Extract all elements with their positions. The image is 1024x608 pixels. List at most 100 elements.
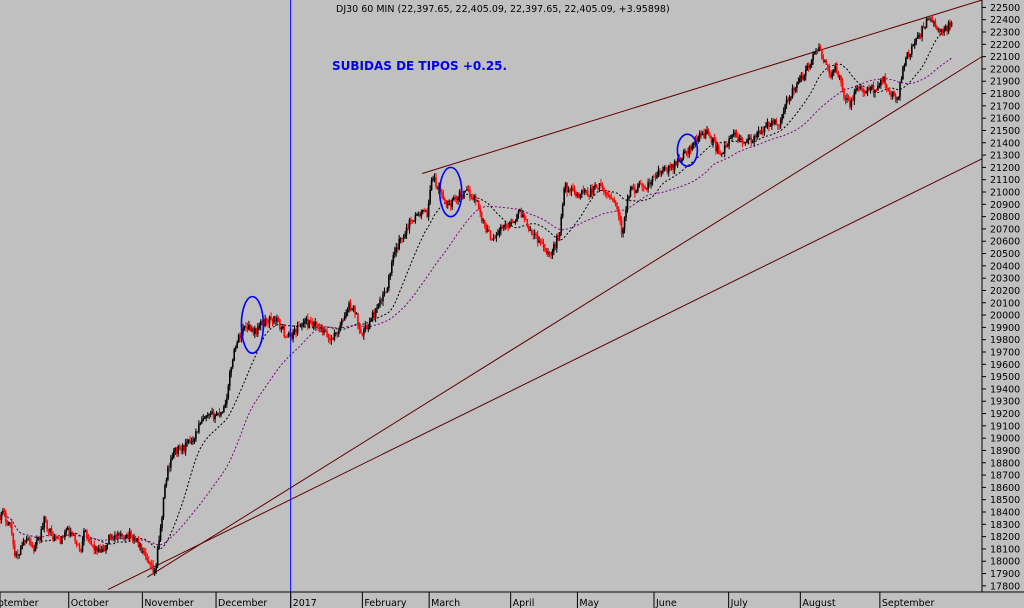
candle-body (311, 321, 314, 326)
candle-body (128, 531, 131, 539)
candle-body (430, 179, 433, 190)
candle-body (529, 229, 532, 231)
candle-body (199, 423, 202, 425)
candle-body (859, 86, 862, 89)
candle-body (190, 441, 193, 443)
candle-body (662, 170, 664, 173)
candle-body (142, 551, 144, 553)
candle-body (526, 219, 529, 227)
candle-body (771, 120, 773, 126)
candle-body (525, 218, 527, 220)
candle-body (732, 134, 735, 135)
candle-body (24, 539, 26, 543)
y-tick-label: 22300 (990, 28, 1020, 39)
candle-body (255, 328, 258, 335)
candle-body (109, 534, 112, 538)
candle-body (847, 98, 850, 101)
candle-body (666, 168, 669, 173)
candle-body (324, 330, 327, 332)
y-tick-label: 21900 (990, 77, 1020, 88)
y-tick-label: 20900 (990, 200, 1020, 211)
y-tick-label: 19600 (990, 360, 1020, 371)
candle-body (757, 131, 760, 133)
candle-body (656, 175, 658, 178)
candle-body (902, 67, 904, 80)
candle-body (243, 326, 246, 329)
month-label: March (431, 598, 460, 608)
candle-body (133, 537, 135, 540)
candle-body (411, 221, 414, 222)
candle-body (738, 138, 741, 141)
candle-body (866, 87, 869, 92)
candle-body (451, 199, 454, 207)
candle-body (491, 239, 493, 241)
candle-body (173, 450, 175, 457)
candle-body (62, 536, 65, 538)
candle-body (748, 137, 751, 139)
candle-body (234, 348, 237, 350)
y-tick-label: 18100 (990, 544, 1020, 555)
candle-body (700, 132, 702, 136)
candle-body (528, 226, 530, 231)
candle-body (626, 199, 629, 210)
candle-body (654, 176, 657, 178)
candle-body (64, 532, 66, 538)
candle-body (318, 326, 321, 329)
candle-body (541, 242, 543, 244)
candle-body (482, 220, 484, 222)
candle-body (906, 52, 909, 58)
candle-body (623, 217, 626, 230)
candle-body (827, 64, 829, 67)
y-tick-label: 19300 (990, 397, 1020, 408)
candle-body (254, 328, 256, 334)
candle-body (296, 325, 299, 334)
candle-body (555, 235, 558, 249)
candle-body (489, 230, 492, 240)
candle-body (87, 537, 90, 539)
candle-body (308, 320, 311, 327)
candle-body (226, 398, 228, 404)
candle-body (170, 459, 172, 468)
candle-body (376, 306, 378, 309)
candle-body (563, 188, 565, 206)
candle-body (591, 188, 593, 194)
marker-layer (240, 0, 699, 608)
candle-body (613, 200, 616, 203)
candle-body (339, 324, 342, 332)
month-label: September (0, 598, 39, 608)
candle-body (578, 193, 580, 198)
candle-body (690, 147, 692, 150)
candle-body (476, 201, 479, 202)
candle-body (759, 131, 761, 135)
candle-body (813, 51, 816, 54)
candle-body (237, 334, 240, 343)
candle-body (149, 563, 152, 565)
candle-body (150, 564, 153, 566)
candle-body (130, 531, 132, 536)
candle-body (212, 411, 215, 420)
candle-body (33, 547, 35, 552)
candle-body (601, 184, 604, 189)
candle-body (558, 232, 561, 237)
trendline (422, 0, 983, 175)
candle-body (312, 325, 315, 327)
candle-body (469, 189, 471, 198)
candle-body (829, 74, 832, 78)
candle-body (168, 466, 171, 468)
candle-body (393, 251, 396, 256)
candle-body (913, 42, 916, 46)
candle-body (21, 545, 23, 550)
candle-body (258, 325, 261, 328)
candle-body (217, 412, 219, 414)
candle-body (136, 539, 138, 542)
candle-body (470, 197, 473, 199)
candle-body (729, 138, 732, 139)
candle-body (371, 312, 374, 319)
candle-body (664, 167, 667, 169)
candle-body (797, 81, 800, 84)
highlight-ellipse (438, 166, 463, 218)
y-tick-label: 20400 (990, 261, 1020, 272)
candle-body (569, 189, 571, 192)
candle-body (224, 403, 227, 407)
candle-body (19, 549, 22, 555)
